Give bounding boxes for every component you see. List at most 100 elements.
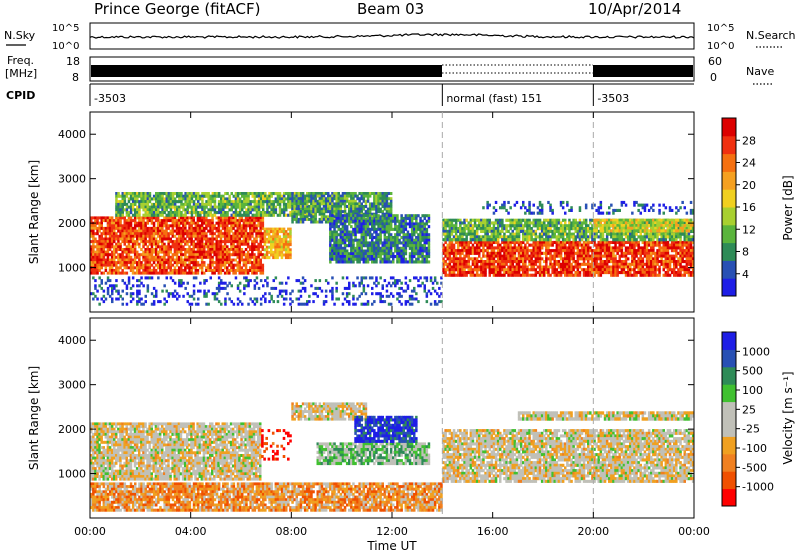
heatmap-cell <box>270 211 273 215</box>
heatmap-cell <box>129 234 133 238</box>
heatmap-cell <box>408 257 412 261</box>
heatmap-cell <box>125 219 129 223</box>
heatmap-cell <box>459 240 462 244</box>
heatmap-cell <box>633 249 636 253</box>
heatmap-cell <box>163 266 166 270</box>
heatmap-cell <box>234 248 237 251</box>
heatmap-cell <box>194 221 198 225</box>
heatmap-cell <box>282 230 286 234</box>
heatmap-cell <box>584 254 588 258</box>
heatmap-cell <box>404 222 408 226</box>
heatmap-cell <box>366 246 370 250</box>
heatmap-cell <box>192 242 195 246</box>
heatmap-cell <box>249 258 252 262</box>
heatmap-cell <box>348 255 351 259</box>
heatmap-cell <box>270 240 273 244</box>
heatmap-cell <box>133 219 137 223</box>
heatmap-cell <box>244 224 248 228</box>
heatmap-cell <box>152 248 156 251</box>
heatmap-cell <box>171 229 175 233</box>
heatmap-cell <box>631 243 634 247</box>
heatmap-cell <box>578 273 582 277</box>
heatmap-cell <box>117 261 120 265</box>
heatmap-cell <box>148 240 152 244</box>
heatmap-cell <box>381 222 384 226</box>
heatmap-cell <box>110 229 114 233</box>
heatmap-cell <box>198 234 202 238</box>
heatmap-cell <box>442 251 445 255</box>
heatmap-cell <box>352 192 355 195</box>
heatmap-cell <box>138 232 141 236</box>
heatmap-cell <box>593 249 596 253</box>
heatmap-cell <box>603 265 607 269</box>
heatmap-cell <box>123 224 126 228</box>
heatmap-cell <box>494 271 498 275</box>
heatmap-cell <box>270 245 273 249</box>
heatmap-cell <box>582 246 586 250</box>
heatmap-cell <box>471 243 475 247</box>
heatmap-cell <box>515 273 519 277</box>
heatmap-cell <box>603 240 607 244</box>
heatmap-cell <box>293 199 296 203</box>
heatmap-cell <box>591 262 594 266</box>
heatmap-cell <box>169 245 172 249</box>
heatmap-cell <box>182 219 185 223</box>
heatmap-cell <box>387 207 391 211</box>
heatmap-cell <box>350 244 353 248</box>
heatmap-cell <box>203 219 206 223</box>
heatmap-cell <box>587 257 590 261</box>
heatmap-cell <box>287 202 290 206</box>
heatmap-cell <box>645 271 649 275</box>
heatmap-cell <box>272 232 275 236</box>
heatmap-cell <box>266 194 269 198</box>
heatmap-cell <box>230 208 233 212</box>
heatmap-cell <box>612 249 615 253</box>
heatmap-cell <box>246 237 250 241</box>
heatmap-cell <box>413 246 416 250</box>
heatmap-cell <box>373 207 376 211</box>
heatmap-cell <box>125 194 129 198</box>
heatmap-cell <box>685 243 689 247</box>
heatmap-cell <box>408 252 412 256</box>
heatmap-cell <box>362 205 366 208</box>
heatmap-cell <box>306 210 309 214</box>
heatmap-cell <box>601 254 605 258</box>
heatmap-cell <box>134 200 137 204</box>
heatmap-cell <box>534 257 538 261</box>
heatmap-cell <box>377 194 380 198</box>
heatmap-cell <box>222 197 225 201</box>
heatmap-cell <box>215 245 218 249</box>
heatmap-cell <box>408 222 412 226</box>
heatmap-cell <box>146 205 150 209</box>
heatmap-cell <box>136 255 139 259</box>
heatmap-cell <box>616 260 619 264</box>
heatmap-cell <box>196 263 200 267</box>
heatmap-cell <box>379 194 382 198</box>
heatmap-cell <box>654 268 657 272</box>
heatmap-cell <box>375 252 378 256</box>
heatmap-cell <box>272 227 275 231</box>
heatmap-cell <box>205 202 208 206</box>
heatmap-cell <box>480 257 483 261</box>
heatmap-cell <box>331 255 334 259</box>
heatmap-cell <box>475 249 479 253</box>
heatmap-cell <box>282 248 286 252</box>
heatmap-cell <box>620 265 624 269</box>
heatmap-cell <box>96 245 99 249</box>
heatmap-cell <box>138 242 141 246</box>
heatmap-cell <box>173 245 177 249</box>
heatmap-cell <box>570 246 573 250</box>
heatmap-cell <box>408 255 412 259</box>
heatmap-cell <box>587 260 590 264</box>
heatmap-cell <box>106 258 110 262</box>
heatmap-cell <box>499 254 502 258</box>
heatmap-cell <box>249 234 252 238</box>
heatmap-cell <box>163 261 166 265</box>
heatmap-cell <box>142 208 145 212</box>
heatmap-cell <box>463 273 466 277</box>
heatmap-cell <box>666 254 670 258</box>
heatmap-cell <box>413 252 416 256</box>
heatmap-cell <box>148 216 152 220</box>
heatmap-cell <box>169 229 172 233</box>
heatmap-cell <box>385 257 389 261</box>
